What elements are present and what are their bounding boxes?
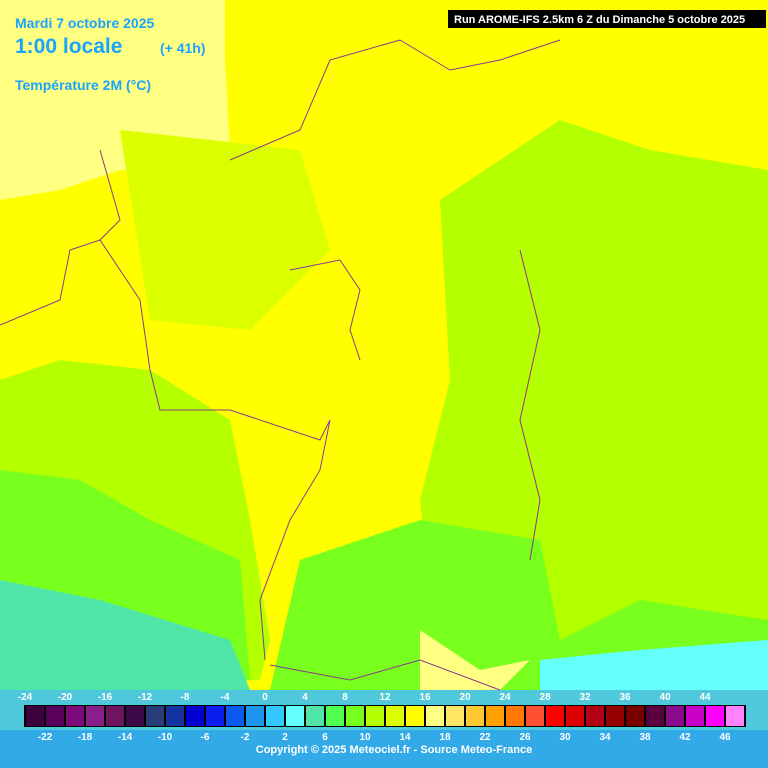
color-swatch [386,706,404,726]
legend-label: 0 [262,692,268,703]
color-swatch [186,706,204,726]
legend-label: 4 [302,692,308,703]
color-swatch [226,706,244,726]
copyright: Copyright © 2025 Meteociel.fr - Source M… [256,744,532,756]
legend-label: 36 [619,692,631,703]
color-swatch [606,706,624,726]
legend-label: 28 [539,692,551,703]
lead-time: (+ 41h) [160,40,206,56]
border-line [229,39,561,161]
color-swatch [46,706,64,726]
color-swatch [686,706,704,726]
date: Mardi 7 octobre 2025 [15,15,154,31]
legend-label: 14 [399,732,411,743]
legend-label: 24 [499,692,511,703]
color-swatch [426,706,444,726]
color-swatch [666,706,684,726]
color-swatch [486,706,504,726]
legend-label: 8 [342,692,348,703]
legend-label: 26 [519,732,531,743]
color-swatch [66,706,84,726]
border-line [0,239,331,661]
cold-zone [540,640,768,690]
color-swatch [646,706,664,726]
legend-label: 46 [719,732,731,743]
legend: -24-22-20-18-16-14-12-10-8-6-4-202468101… [18,692,746,743]
legend-label: -10 [158,732,173,743]
time: 1:00 locale [15,35,122,58]
legend-label: 38 [639,732,651,743]
legend-label: 18 [439,732,451,743]
legend-label: 42 [679,732,691,743]
legend-label: -14 [118,732,133,743]
legend-label: 32 [579,692,591,703]
cool-zone [270,520,768,690]
legend-label: -20 [58,692,73,703]
border-line [99,149,121,241]
legend-label: 2 [282,732,288,743]
color-swatch [506,706,524,726]
legend-label: -4 [221,692,230,703]
color-swatch [26,706,44,726]
borders [0,39,561,691]
legend-label: 6 [322,732,328,743]
legend-label: 34 [599,732,611,743]
color-swatch [166,706,184,726]
color-swatch [346,706,364,726]
color-swatch [266,706,284,726]
color-swatch [326,706,344,726]
run-info: Run AROME-IFS 2.5km 6 Z du Dimanche 5 oc… [454,14,745,26]
border-line [269,659,501,691]
color-swatch [526,706,544,726]
color-swatch [286,706,304,726]
legend-label: 16 [419,692,431,703]
legend-label: -16 [98,692,113,703]
legend-label: -12 [138,692,153,703]
border-line [519,249,541,561]
color-swatch [106,706,124,726]
legend-label: -22 [38,732,53,743]
legend-label: 20 [459,692,471,703]
legend-label: 40 [659,692,671,703]
color-swatch [726,706,744,726]
color-swatch [146,706,164,726]
legend-label: 12 [379,692,391,703]
color-swatch [246,706,264,726]
legend-frame [24,705,746,727]
color-swatch [126,706,144,726]
color-swatch [706,706,724,726]
variable: Température 2M (°C) [15,77,151,93]
mountain-zone [0,730,768,768]
color-swatch [406,706,424,726]
color-swatch [626,706,644,726]
color-swatch [206,706,224,726]
color-swatch [566,706,584,726]
color-swatch [546,706,564,726]
legend-label: -8 [181,692,190,703]
legend-label: 44 [699,692,711,703]
lake-zone [420,630,530,690]
legend-label: 22 [479,732,491,743]
color-swatch [446,706,464,726]
mild-zone [120,130,330,330]
legend-label: 10 [359,732,371,743]
color-swatch [86,706,104,726]
color-swatch [466,706,484,726]
border-line [289,259,361,361]
color-swatch [366,706,384,726]
cold-zone [0,580,250,690]
legend-label: 30 [559,732,571,743]
legend-label: -2 [241,732,250,743]
legend-label: -24 [18,692,33,703]
run-box [448,10,766,28]
color-swatch [586,706,604,726]
legend-label: -6 [201,732,210,743]
color-swatch [306,706,324,726]
legend-label: -18 [78,732,93,743]
